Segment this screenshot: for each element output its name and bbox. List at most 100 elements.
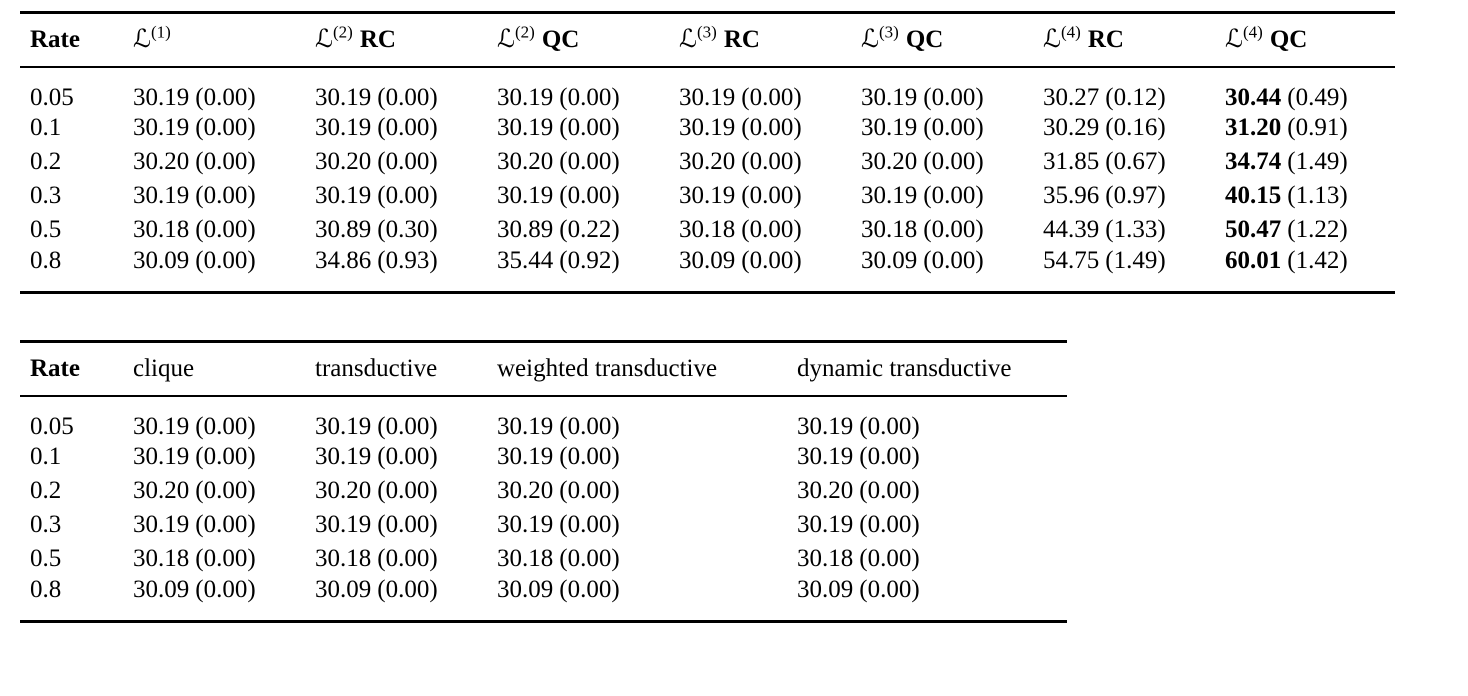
value-cell: 30.18 (0.00) [497,542,797,576]
header-transductive: transductive [315,341,497,397]
std-value: (0.00) [559,83,620,111]
mean-value: 30.18 [133,216,190,244]
mean-value: 30.20 [679,148,736,176]
std-value: (0.00) [923,148,984,176]
std-value: (0.00) [195,477,256,505]
mean-value: 35.96 [1043,182,1100,210]
std-value: (0.00) [923,247,984,274]
value-cell: 30.19 (0.00) [497,396,797,441]
std-value: (0.00) [559,114,620,142]
mathcal-L: ℒ [1225,26,1244,53]
mathcal-L: ℒ [133,26,152,53]
rate-cell: 0.1 [30,443,62,471]
value-cell: 30.09 (0.00) [679,247,861,292]
mean-value: 30.19 [315,443,372,471]
header-loss-3-qc: ℒ(3) QC [861,12,1043,68]
header-rate: Rate [20,12,133,68]
mean-value: 30.19 [133,443,190,471]
mean-value: 30.09 [133,576,190,603]
header-loss-2-rc: ℒ(2) RC [315,12,497,68]
std-value: (1.49) [1105,247,1166,274]
mean-value: 30.19 [679,114,736,142]
mean-value: 30.19 [497,182,554,210]
mean-value: 30.18 [315,545,372,573]
mean-value: 30.20 [133,477,190,505]
mean-value: 30.19 [497,511,554,539]
mean-value: 60.01 [1225,247,1282,274]
mean-value: 30.19 [497,412,554,440]
std-value: (0.00) [377,182,438,210]
header-dynamic-transductive: dynamic transductive [797,341,1067,397]
rate-cell: 0.8 [30,247,62,274]
mean-value: 30.19 [497,83,554,111]
value-cell: 30.20 (0.00) [497,474,797,508]
value-cell: 30.19 (0.00) [497,111,679,145]
table-row: 0.5 30.18 (0.00) 30.89 (0.30) 30.89 (0.22) … [20,213,1395,247]
value-cell: 54.75 (1.49) [1043,247,1225,292]
value-cell: 30.19 (0.00) [315,396,497,441]
value-cell: 44.39 (1.33) [1043,213,1225,247]
header-loss-4-rc: ℒ(4) RC [1043,12,1225,68]
superscript: (3) [879,22,899,42]
mean-value: 30.19 [133,182,190,210]
value-cell: 30.19 (0.00) [315,440,497,474]
value-cell: 30.20 (0.00) [797,474,1067,508]
std-value: (0.00) [195,443,256,471]
std-value: (0.22) [559,216,620,244]
std-value: (0.49) [1287,83,1348,111]
std-value: (0.00) [195,114,256,142]
value-cell: 30.19 (0.00) [133,396,315,441]
value-cell-best: 34.74 (1.49) [1225,145,1395,179]
value-cell: 30.19 (0.00) [861,179,1043,213]
value-cell: 30.29 (0.16) [1043,111,1225,145]
value-cell: 30.19 (0.00) [797,508,1067,542]
header-loss-1: ℒ(1) [133,12,315,68]
value-cell: 30.09 (0.00) [861,247,1043,292]
mean-value: 31.20 [1225,114,1282,142]
value-cell: 30.19 (0.00) [133,508,315,542]
value-cell: 30.09 (0.00) [133,576,315,621]
std-value: (0.00) [741,247,802,274]
rate-cell: 0.2 [30,477,62,505]
value-cell: 30.19 (0.00) [315,179,497,213]
std-value: (0.00) [559,412,620,440]
value-cell-best: 40.15 (1.13) [1225,179,1395,213]
std-value: (0.00) [195,182,256,210]
rate-cell: 0.1 [30,114,62,142]
mean-value: 30.19 [797,412,854,440]
std-value: (0.97) [1105,182,1166,210]
value-cell-best: 50.47 (1.22) [1225,213,1395,247]
superscript: (4) [1061,22,1081,42]
std-value: (0.00) [195,83,256,111]
mean-value: 30.09 [861,247,918,274]
table-row: 0.3 30.19 (0.00) 30.19 (0.00) 30.19 (0.00) … [20,179,1395,213]
mean-value: 30.20 [315,477,372,505]
mean-value: 30.19 [315,412,372,440]
std-value: (1.13) [1287,182,1348,210]
superscript: (3) [697,22,717,42]
header-suffix: RC [359,26,396,53]
value-cell: 30.19 (0.00) [315,67,497,112]
mean-value: 30.44 [1225,83,1282,111]
mean-value: 30.20 [861,148,918,176]
mean-value: 30.19 [679,83,736,111]
std-value: (0.00) [377,148,438,176]
mean-value: 30.19 [861,114,918,142]
mean-value: 30.09 [797,576,854,603]
mathcal-L: ℒ [1043,26,1062,53]
value-cell: 30.19 (0.00) [797,440,1067,474]
value-cell: 30.19 (0.00) [497,440,797,474]
std-value: (0.67) [1105,148,1166,176]
header-loss-4-qc: ℒ(4) QC [1225,12,1395,68]
mean-value: 30.19 [797,511,854,539]
std-value: (0.00) [859,576,920,603]
rate-cell: 0.05 [30,412,74,440]
std-value: (0.00) [923,216,984,244]
std-value: (0.00) [559,576,620,603]
mean-value: 30.19 [797,443,854,471]
std-value: (0.00) [741,182,802,210]
value-cell: 30.20 (0.00) [679,145,861,179]
value-cell-best: 60.01 (1.42) [1225,247,1395,292]
value-cell: 30.27 (0.12) [1043,67,1225,112]
